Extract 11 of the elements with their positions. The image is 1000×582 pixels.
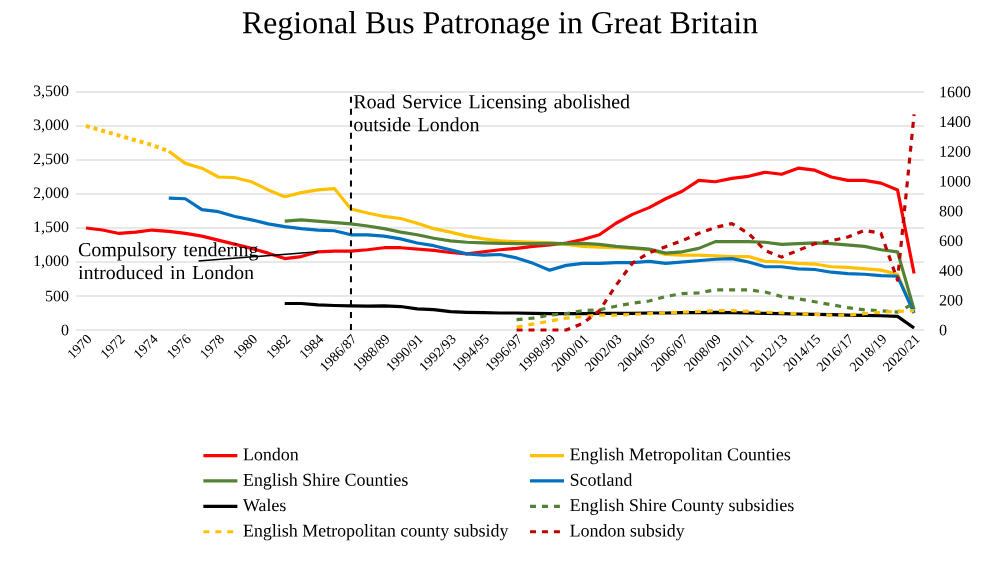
ref-line-label: Road Service Licensing abolished outside London — [353, 94, 630, 132]
legend-label: Scotland — [570, 473, 633, 486]
legend-label: London subsidy — [570, 524, 685, 541]
legend-label: English Shire Counties — [243, 473, 408, 490]
legend-label: English Metropolitan county subsidy — [243, 524, 509, 541]
legend-label: Wales — [242, 498, 286, 512]
legend-label: London — [243, 447, 299, 461]
legend-label: English Shire County subsidies — [570, 498, 794, 515]
chart-title: Regional Bus Patronage in Great Britain — [242, 11, 758, 41]
legend-label: English Metropolitan Counties — [570, 447, 791, 465]
annotation: Compulsory tendering introduced in London — [78, 242, 259, 280]
